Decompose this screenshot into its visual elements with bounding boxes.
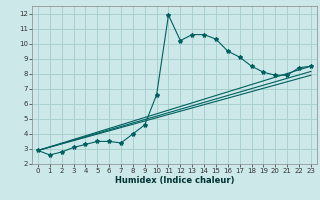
X-axis label: Humidex (Indice chaleur): Humidex (Indice chaleur) — [115, 176, 234, 185]
